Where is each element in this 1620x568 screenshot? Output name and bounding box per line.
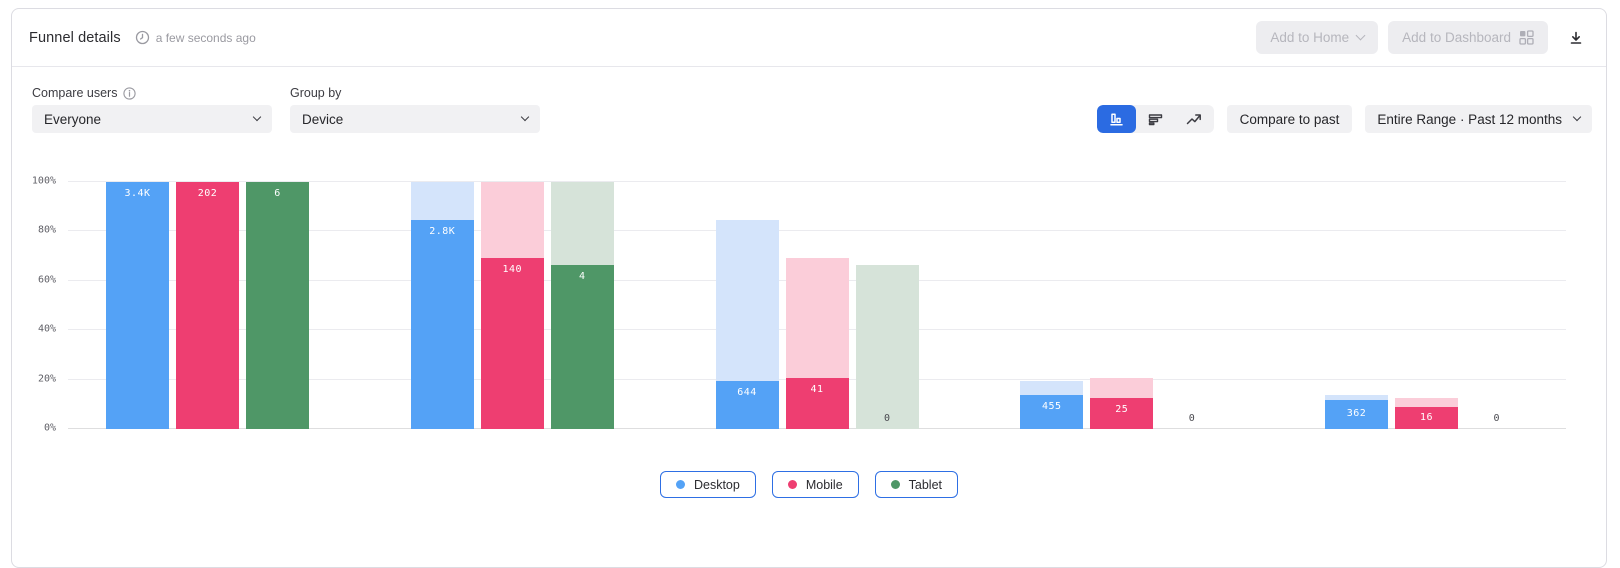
bar-value-label: 0 [1188, 413, 1195, 424]
bar-value-label: 644 [737, 387, 757, 399]
report-header: Funnel details a few seconds ago Add to … [12, 9, 1606, 67]
horizontal-funnel-icon [1147, 111, 1164, 128]
vertical-bars-view-button[interactable] [1096, 105, 1136, 133]
converted-bar [410, 220, 474, 429]
legend-dot [675, 480, 685, 489]
bar-tablet-step-3[interactable]: 0 [855, 182, 919, 429]
funnel-step-1-group: 3.4K 202 6 [106, 182, 309, 429]
bar-value-label: 3.4K [124, 188, 151, 199]
bar-desktop-step-3[interactable]: 644 [715, 182, 779, 429]
bar-value-label: 140 [502, 263, 523, 275]
converted-bar [550, 264, 614, 429]
gridline: 100% [32, 176, 1566, 187]
bar-value-label: 16 [1419, 411, 1434, 423]
chart-legend: Desktop Mobile Tablet [12, 471, 1606, 498]
bar-mobile-step-3[interactable]: 41 [785, 182, 849, 429]
date-range-dropdown[interactable]: Entire Range · Past 12 months [1365, 105, 1592, 133]
legend-label: Desktop [693, 477, 740, 492]
info-icon[interactable] [123, 86, 137, 100]
bar-value-label: 455 [1041, 400, 1062, 412]
clock-icon [135, 30, 150, 45]
trend-line-icon [1185, 110, 1203, 128]
chart-type-switcher [1096, 105, 1214, 133]
compare-users-dropdown[interactable]: Everyone [32, 105, 272, 133]
y-axis-tick: 20% [37, 373, 56, 385]
chart-bars: 3.4K 202 6 2.8K 140 4 644 41 0 455 25 0 362 16 0 [68, 182, 1566, 429]
bar-chart-icon [1108, 111, 1125, 128]
y-axis-tick: 0% [43, 422, 56, 434]
add-to-home-button[interactable]: Add to Home [1256, 21, 1379, 54]
bar-desktop-step-2[interactable]: 2.8K [410, 182, 474, 429]
legend-chip-tablet[interactable]: Tablet [874, 471, 959, 498]
last-updated-text: a few seconds ago [155, 30, 256, 45]
funnel-step-4-group: 455 25 0 [1020, 182, 1223, 429]
group-by-dropdown[interactable]: Device [290, 105, 540, 133]
bar-value-label: 25 [1115, 403, 1129, 415]
bar-value-label: 202 [197, 188, 218, 199]
bar-value-label: 41 [810, 384, 824, 396]
download-button[interactable] [1562, 24, 1590, 52]
bar-desktop-step-4[interactable]: 455 [1020, 182, 1084, 429]
chevron-down-icon [520, 112, 530, 122]
bar-mobile-step-2[interactable]: 140 [480, 182, 544, 429]
bar-mobile-step-1[interactable]: 202 [176, 182, 239, 429]
bar-tablet-step-1[interactable]: 6 [246, 182, 309, 429]
funnel-step-5-group: 362 16 0 [1325, 182, 1528, 429]
converted-bar [480, 257, 544, 429]
bar-value-label: 0 [883, 413, 891, 424]
converted-bar [246, 182, 309, 429]
legend-dot [787, 480, 797, 489]
converted-bar [1090, 397, 1154, 429]
bar-desktop-step-1[interactable]: 3.4K [106, 182, 169, 429]
converted-bar [176, 182, 239, 429]
funnel-step-2-group: 2.8K 140 4 [410, 182, 614, 429]
legend-chip-mobile[interactable]: Mobile [771, 471, 859, 498]
download-icon [1568, 30, 1584, 46]
gridline: 80% [38, 225, 1566, 236]
legend-dot [890, 480, 900, 489]
funnel-report-card: Funnel details a few seconds ago Add to … [11, 8, 1607, 568]
dashboard-grid-icon [1519, 30, 1534, 45]
legend-chip-desktop[interactable]: Desktop [659, 471, 756, 498]
compare-to-past-button[interactable]: Compare to past [1226, 105, 1353, 133]
previous-step-reference-bar [855, 264, 919, 429]
y-axis-tick: 60% [37, 274, 56, 286]
bar-tablet-step-2[interactable]: 4 [550, 182, 614, 429]
chevron-down-icon [1355, 30, 1366, 41]
compare-users-label: Compare users [32, 86, 118, 100]
query-controls: Compare users Everyone Group by Device [12, 67, 1606, 133]
bar-mobile-step-4[interactable]: 25 [1090, 182, 1154, 429]
trend-view-button[interactable] [1175, 105, 1214, 133]
chevron-down-icon [252, 112, 262, 122]
converted-bar [785, 378, 849, 429]
bar-value-label: 6 [274, 188, 281, 199]
page-title: Funnel details [29, 29, 121, 46]
add-to-dashboard-button[interactable]: Add to Dashboard [1388, 21, 1548, 54]
chevron-down-icon [1572, 112, 1582, 122]
bar-tablet-step-4[interactable]: 0 [1160, 182, 1223, 429]
y-axis-tick: 80% [37, 224, 56, 236]
bar-desktop-step-5[interactable]: 362 [1325, 182, 1388, 429]
y-axis-tick: 100% [31, 175, 56, 187]
bar-mobile-step-5[interactable]: 16 [1395, 182, 1458, 429]
converted-bar [715, 381, 779, 429]
bar-value-label: 362 [1346, 408, 1367, 420]
legend-label: Mobile [805, 477, 843, 492]
bar-tablet-step-5[interactable]: 0 [1465, 182, 1528, 429]
y-axis-tick: 40% [37, 323, 56, 335]
funnel-chart: 0% 20% 40% 60% 80% 100% 3.4K 202 6 2.8K 140 4 644 41… [32, 176, 1566, 434]
legend-label: Tablet [908, 477, 943, 492]
converted-bar [106, 182, 169, 429]
bar-value-label: 2.8K [429, 226, 456, 238]
funnel-step-3-group: 644 41 0 [715, 182, 919, 429]
bar-value-label: 4 [578, 270, 586, 282]
converted-bar [1395, 407, 1458, 429]
converted-bar [1020, 394, 1084, 429]
group-by-label: Group by [290, 86, 342, 100]
converted-bar [1325, 400, 1388, 429]
horizontal-funnel-view-button[interactable] [1136, 105, 1175, 133]
last-updated: a few seconds ago [135, 30, 256, 45]
bar-value-label: 0 [1493, 413, 1500, 424]
